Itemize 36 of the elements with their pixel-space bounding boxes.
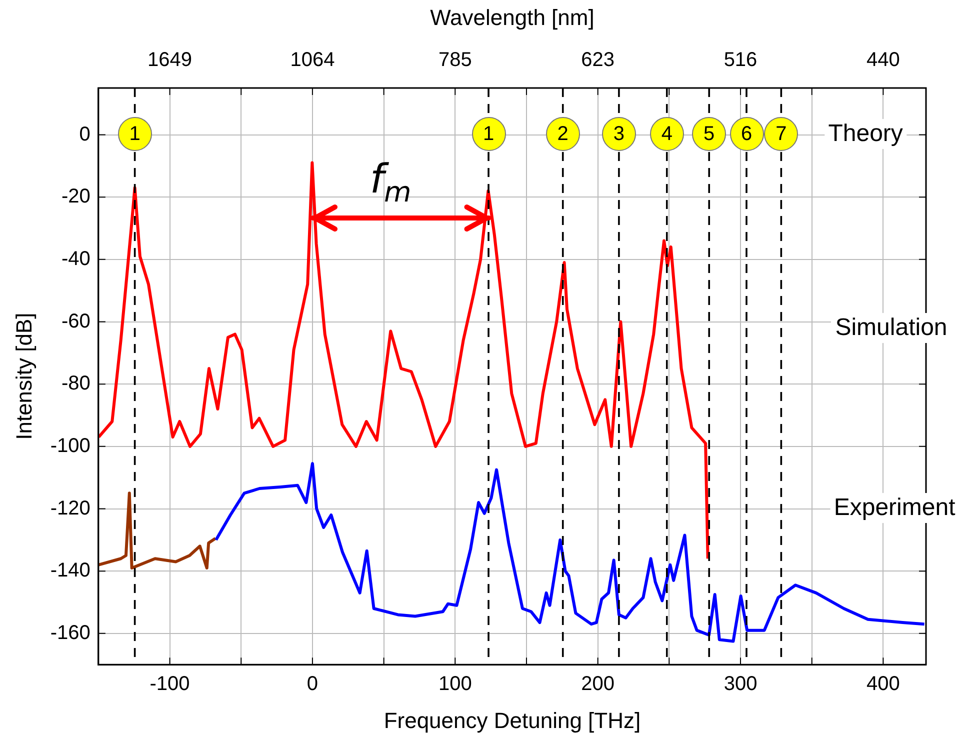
- y-tick-label: -80: [62, 372, 90, 395]
- text: 440: [866, 49, 900, 71]
- annotation: 1: [118, 116, 152, 151]
- x-tick-label: 400: [866, 673, 900, 696]
- x-axis-title: Frequency Detuning [THz]: [384, 708, 641, 733]
- annotation: Theory: [824, 118, 907, 149]
- y-tick-label: -40: [62, 248, 90, 270]
- y-tick-label: -140: [50, 560, 90, 582]
- annotation: 3: [602, 116, 636, 151]
- y-tick-label: -100: [50, 434, 90, 457]
- annotation: 2: [546, 116, 580, 151]
- annotation: f$_{m}$: [370, 156, 412, 209]
- y-tick-label: 0: [79, 123, 90, 146]
- y-tick-label: -120: [50, 497, 90, 520]
- x-tick-label: 200: [581, 673, 615, 696]
- y-axis-title: Intensity [dB]: [11, 312, 36, 440]
- text: 516: [724, 49, 758, 71]
- text: 1064: [290, 49, 335, 71]
- y-tick-label: -60: [62, 310, 90, 332]
- text: 1649: [148, 49, 192, 71]
- annotation: 5: [692, 116, 726, 151]
- annotation: 6: [730, 116, 764, 151]
- x-tick-label: 300: [724, 673, 758, 696]
- annotation: Experiment: [830, 492, 960, 523]
- annotation: 4: [650, 116, 684, 151]
- text: 785: [438, 49, 472, 71]
- annotation: Simulation: [831, 313, 952, 344]
- annotation: 1: [472, 116, 506, 151]
- x-tick-label: -100: [150, 673, 190, 696]
- x-tick-label: 0: [306, 673, 318, 696]
- x2-axis-title: Wavelength [nm]: [430, 5, 594, 30]
- text: 623: [581, 49, 614, 71]
- y-tick-label: -160: [50, 622, 90, 644]
- annotation: 7: [764, 116, 798, 151]
- x-tick-label: 100: [438, 673, 472, 696]
- y-tick-label: -20: [62, 186, 90, 208]
